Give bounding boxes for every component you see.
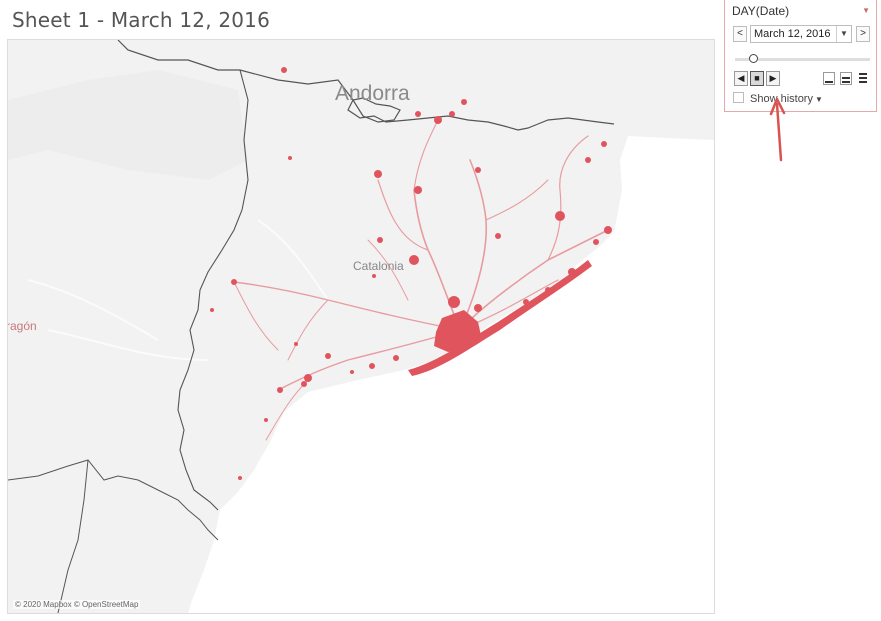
pages-card-title: DAY(Date) xyxy=(732,4,790,18)
pages-card: DAY(Date) ▼ < March 12, 2016 ▼ > ◀ ■ ▶ S… xyxy=(724,0,877,112)
sheet-title: Sheet 1 - March 12, 2016 xyxy=(12,8,271,32)
map-view[interactable]: Andorra Catalonia ragón © 2020 Mapbox © … xyxy=(7,39,715,614)
previous-page-button[interactable]: < xyxy=(733,26,747,42)
show-history-toggle[interactable]: Show history ▼ xyxy=(750,93,823,105)
road-network xyxy=(233,119,609,441)
show-history-label: Show history xyxy=(750,93,813,105)
play-forward-button[interactable]: ▶ xyxy=(766,71,780,86)
speed-medium-icon[interactable] xyxy=(840,72,852,85)
border-aragon-catalonia xyxy=(177,69,249,511)
label-andorra: Andorra xyxy=(335,82,410,105)
sea-area xyxy=(188,136,714,613)
border-andorra-france xyxy=(117,40,615,131)
caret-down-icon[interactable]: ▼ xyxy=(862,6,870,15)
speed-fast-icon[interactable] xyxy=(857,72,869,85)
border-valencia xyxy=(8,459,219,541)
date-select[interactable]: March 12, 2016 ▼ xyxy=(750,25,852,43)
next-page-button[interactable]: > xyxy=(856,26,870,42)
chevron-down-icon[interactable]: ▼ xyxy=(814,95,823,104)
play-backward-button[interactable]: ◀ xyxy=(734,71,748,86)
page-slider-track[interactable] xyxy=(735,58,870,61)
date-select-value: March 12, 2016 xyxy=(754,28,831,40)
chevron-down-icon[interactable]: ▼ xyxy=(836,26,851,42)
border-andorra-loop xyxy=(352,97,401,123)
data-marks xyxy=(210,67,612,480)
valley-lines xyxy=(27,219,329,361)
border-southwest xyxy=(57,459,89,613)
map-attribution[interactable]: © 2020 Mapbox © OpenStreetMap xyxy=(13,600,141,609)
label-aragon: ragón xyxy=(8,319,37,333)
label-catalonia: Catalonia xyxy=(353,259,404,273)
stop-button[interactable]: ■ xyxy=(750,71,764,86)
page-slider-thumb[interactable] xyxy=(749,54,758,63)
show-history-checkbox[interactable] xyxy=(733,92,744,103)
map-canvas[interactable]: Andorra Catalonia ragón xyxy=(8,40,714,613)
land-shade xyxy=(8,70,248,180)
speed-slow-icon[interactable] xyxy=(823,72,835,85)
